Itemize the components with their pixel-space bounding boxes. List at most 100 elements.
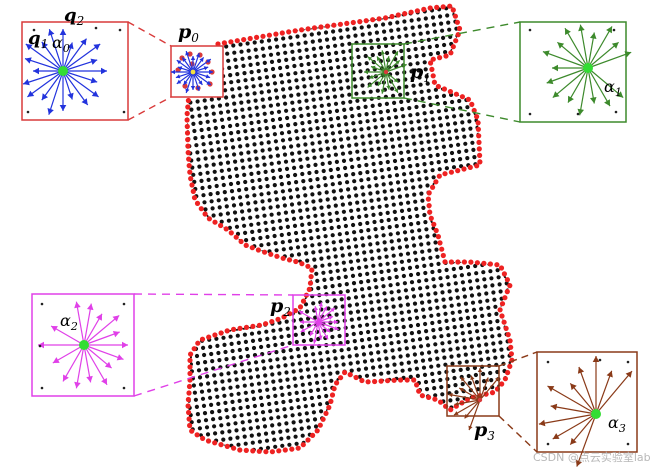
cloud-point bbox=[197, 11, 202, 16]
cloud-point bbox=[257, 177, 262, 183]
cloud-point bbox=[432, 335, 437, 340]
cloud-point bbox=[201, 244, 206, 249]
cloud-point bbox=[200, 447, 205, 452]
cloud-point bbox=[357, 425, 362, 430]
cloud-point bbox=[478, 408, 483, 413]
boundary-point bbox=[191, 195, 198, 201]
cloud-point bbox=[221, 132, 227, 137]
cloud-point bbox=[394, 115, 399, 120]
neighbor-arrow-head bbox=[27, 90, 35, 97]
cloud-point bbox=[295, 85, 300, 90]
cloud-point bbox=[510, 62, 512, 67]
cloud-point bbox=[344, 71, 349, 76]
cloud-point bbox=[503, 426, 508, 432]
cloud-point bbox=[317, 191, 322, 196]
cloud-point bbox=[454, 339, 459, 344]
cloud-point bbox=[219, 321, 224, 326]
cloud-point bbox=[470, 191, 475, 196]
cloud-point bbox=[329, 276, 334, 281]
cloud-point bbox=[465, 264, 471, 270]
cloud-point bbox=[278, 124, 284, 129]
cloud-point bbox=[209, 402, 214, 407]
cloud-point bbox=[191, 121, 196, 126]
cloud-point bbox=[449, 201, 454, 206]
cloud-point bbox=[196, 419, 201, 424]
cloud-point bbox=[276, 51, 281, 56]
cloud-point bbox=[313, 60, 318, 66]
cloud-point bbox=[345, 27, 350, 32]
cloud-point bbox=[267, 96, 272, 101]
cloud-point bbox=[391, 253, 396, 258]
boundary-point bbox=[233, 234, 239, 240]
cloud-point bbox=[382, 240, 387, 245]
cloud-point bbox=[410, 229, 415, 234]
cloud-point bbox=[231, 254, 236, 259]
cloud-point bbox=[310, 39, 315, 44]
cloud-point bbox=[402, 433, 407, 438]
cloud-point bbox=[254, 367, 260, 372]
cloud-point bbox=[404, 244, 410, 249]
cloud-point bbox=[343, 64, 348, 69]
cloud-point bbox=[367, 337, 372, 342]
cloud-point bbox=[313, 111, 318, 116]
cloud-point bbox=[460, 280, 465, 285]
boundary-point bbox=[459, 94, 465, 100]
cloud-point bbox=[446, 231, 451, 236]
cloud-point bbox=[295, 397, 300, 403]
cloud-point bbox=[187, 304, 193, 309]
cloud-point bbox=[412, 192, 417, 197]
cloud-point bbox=[281, 145, 287, 150]
boundary-point bbox=[184, 110, 190, 117]
cloud-point bbox=[464, 47, 469, 52]
cloud-point bbox=[174, 153, 178, 157]
cloud-point bbox=[510, 375, 512, 380]
boundary-point bbox=[186, 383, 193, 390]
cloud-point bbox=[273, 444, 278, 449]
cloud-point bbox=[348, 310, 353, 315]
neighbor-arrow-head bbox=[67, 42, 74, 50]
cloud-point bbox=[249, 222, 254, 227]
cloud-point bbox=[302, 135, 307, 140]
cloud-point bbox=[356, 207, 361, 212]
cloud-point bbox=[458, 367, 463, 372]
cloud-point bbox=[460, 18, 465, 23]
cloud-point bbox=[261, 206, 266, 211]
cloud-point bbox=[333, 356, 338, 361]
cloud-point bbox=[334, 312, 339, 317]
cloud-point bbox=[507, 91, 512, 97]
cloud-point bbox=[330, 182, 335, 187]
cloud-point bbox=[413, 97, 418, 102]
neighbor-arrow-head bbox=[199, 57, 204, 62]
cloud-point bbox=[271, 74, 277, 79]
callout-p0 bbox=[21, 21, 224, 121]
cloud-point bbox=[239, 151, 244, 156]
cloud-point bbox=[268, 256, 273, 261]
cloud-point bbox=[377, 102, 382, 107]
cloud-point bbox=[262, 162, 267, 167]
cloud-point bbox=[191, 383, 196, 388]
cloud-point bbox=[318, 45, 323, 50]
cloud-point bbox=[491, 188, 496, 193]
cloud-point bbox=[453, 281, 458, 286]
boundary-point bbox=[474, 163, 480, 169]
cloud-point bbox=[322, 176, 327, 181]
neighbor-arrow-head bbox=[385, 56, 391, 61]
boundary-point bbox=[435, 234, 441, 240]
cloud-point bbox=[364, 424, 369, 429]
cloud-point bbox=[209, 199, 214, 204]
cloud-point bbox=[494, 311, 499, 316]
cloud-point bbox=[415, 264, 420, 269]
cloud-point bbox=[344, 383, 349, 388]
cloud-point bbox=[272, 23, 277, 28]
cloud-point bbox=[503, 121, 509, 126]
cloud-point bbox=[383, 451, 388, 452]
cloud-point bbox=[311, 199, 316, 204]
boundary-point bbox=[385, 378, 391, 384]
cloud-point bbox=[298, 6, 303, 10]
cloud-point bbox=[335, 217, 340, 222]
cloud-point bbox=[323, 386, 328, 391]
cloud-point bbox=[363, 53, 368, 59]
cloud-point bbox=[262, 366, 267, 371]
cloud-point bbox=[273, 88, 279, 93]
cloud-point bbox=[208, 192, 213, 197]
